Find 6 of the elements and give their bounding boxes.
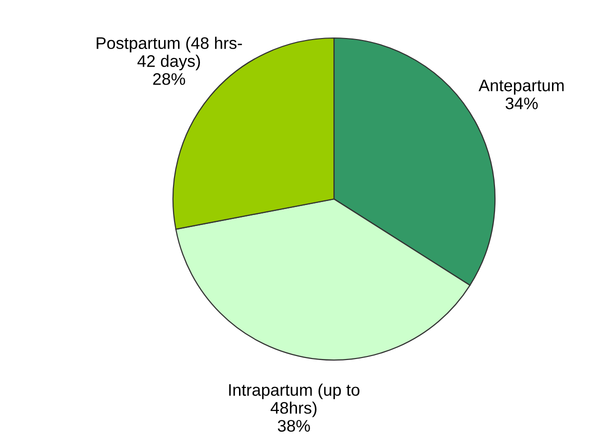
data-label: 34% — [506, 97, 538, 110]
data-label: 28% — [153, 73, 186, 85]
slice-label: Antepartum — [478, 80, 564, 95]
data-label: 38% — [278, 420, 310, 432]
slice-label: Intrapartum (up to 48hrs) — [229, 384, 360, 418]
slice-label: Postpartum (48 hrs- 42 days) — [96, 36, 242, 70]
